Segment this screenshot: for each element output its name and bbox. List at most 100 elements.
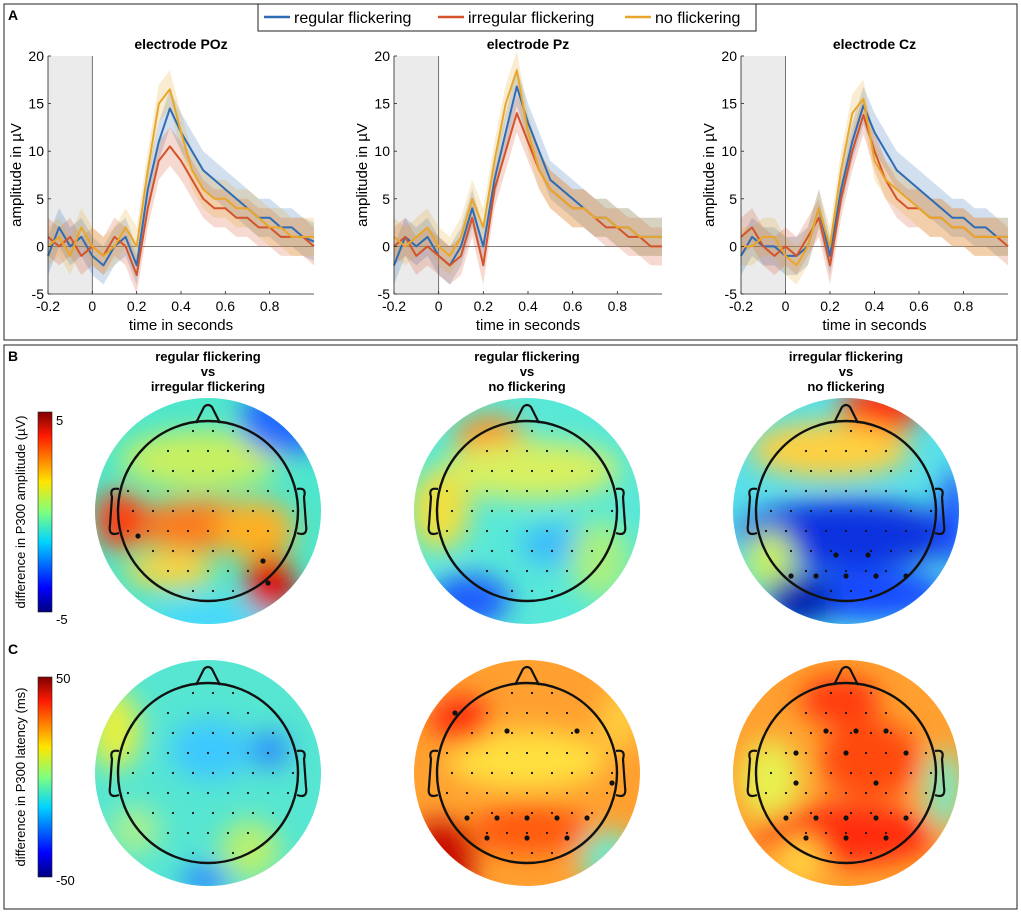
electrode-dot (829, 429, 833, 433)
electrode-dot (126, 529, 130, 533)
left-ear (427, 487, 439, 536)
significant-electrode (135, 533, 141, 539)
electrode-dot (470, 469, 474, 473)
x-axis-label: time in seconds (476, 317, 580, 334)
electrode-dot (804, 791, 808, 795)
electrode-dot (570, 811, 574, 815)
electrode-dot (470, 811, 474, 815)
nose (195, 403, 221, 424)
electrode-dot (505, 711, 509, 715)
chart-pz: -0.2 0 0.2 0.4 0.6 0.8 -5 0 5 10 15 20 electrode Pz t… (354, 36, 662, 334)
electrode-dot (271, 549, 275, 553)
electrode-dot (191, 811, 195, 815)
electrode-dot (804, 449, 808, 453)
right-ear (296, 749, 308, 798)
electrode-dot (844, 489, 848, 493)
electrode-dot (849, 771, 853, 775)
electrode-dot (525, 831, 529, 835)
electrode-dot (510, 469, 514, 473)
electrode-dot (809, 771, 813, 775)
electrode-dot (904, 489, 908, 493)
chart-cz: -0.2 0 0.2 0.4 0.6 0.8 -5 0 5 10 15 20 electrode Cz t… (701, 36, 1009, 334)
x-tick-label: 0.4 (518, 298, 538, 314)
x-tick-label: 0.2 (127, 298, 147, 314)
head-3 (746, 403, 946, 603)
topomap-c3 (733, 660, 959, 886)
series-line-2 (393, 69, 662, 257)
electrode-dot (246, 831, 250, 835)
x-tick-label: 0.4 (865, 298, 885, 314)
chart-poz: -0.2 0 0.2 0.4 0.6 0.8 -5 0 5 10 15 20 electrode POz… (8, 36, 315, 334)
x-tick-label: 0 (435, 298, 443, 314)
electrode-dot (884, 449, 888, 453)
electrode-dot (530, 811, 534, 815)
electrode-dot (829, 771, 833, 775)
electrode-dot (864, 751, 868, 755)
electrode-dot (271, 509, 275, 513)
y-tick-label: 5 (729, 191, 737, 207)
electrode-dot (864, 711, 868, 715)
right-ear (615, 487, 627, 536)
nose (514, 403, 540, 424)
electrode-dot (545, 791, 549, 795)
significant-electrode (823, 728, 829, 734)
topomap-b2 (414, 398, 640, 624)
electrode-dot (171, 771, 175, 775)
colorbar-latency-min: -50 (56, 873, 75, 888)
topo-title-3-line1: irregular flickering (789, 349, 903, 364)
nose (514, 665, 540, 686)
colorbar-latency-label: difference in P300 latency (ms) (13, 688, 28, 867)
significant-electrode (843, 750, 849, 756)
x-tick-label: 0.6 (563, 298, 583, 314)
electrode-dot (465, 751, 469, 755)
topo-title-3: irregular flickering vs no flickering (789, 349, 903, 394)
electrode-dot (844, 711, 848, 715)
electrode-dot (226, 831, 230, 835)
electrode-dot (525, 791, 529, 795)
electrode-dot (849, 731, 853, 735)
head-1 (108, 403, 308, 603)
electrode-dot (171, 469, 175, 473)
electrode-dot (246, 529, 250, 533)
electrode-dot (206, 751, 210, 755)
series-band-2 (741, 79, 1008, 285)
significant-electrode (853, 728, 859, 734)
electrode-dot (909, 731, 913, 735)
electrode-dot (929, 509, 933, 513)
electrode-dot (146, 791, 150, 795)
electrode-dot (186, 831, 190, 835)
electrode-dot (545, 489, 549, 493)
electrode-dot (470, 771, 474, 775)
electrode-dot (465, 791, 469, 795)
right-ear (615, 749, 627, 798)
significant-electrode (873, 573, 879, 579)
electrode-dot (764, 529, 768, 533)
left-ear (108, 487, 120, 536)
legend-label-irregular: irregular flickering (468, 10, 594, 27)
electrode-dot (151, 469, 155, 473)
electrode-dot (909, 811, 913, 815)
electrode-dot (171, 549, 175, 553)
electrode-dot (590, 811, 594, 815)
electrode-dot (789, 771, 793, 775)
scalp-circle (435, 419, 619, 603)
chart-title: electrode POz (134, 36, 227, 52)
colorbar-amplitude-bar (37, 411, 53, 613)
electrode-dot (784, 489, 788, 493)
electrode-dot (924, 489, 928, 493)
y-tick-label: 10 (721, 143, 737, 159)
electrode-dot (131, 509, 135, 513)
electrode-dot (570, 549, 574, 553)
electrode-dot (211, 691, 215, 695)
legend: regular flickering irregular flickering … (257, 3, 757, 32)
electrode-dot (445, 791, 449, 795)
electrode-dot (550, 509, 554, 513)
electrode-dot (610, 509, 614, 513)
nose (195, 665, 221, 686)
electrode-dot (849, 429, 853, 433)
series-band-0 (48, 89, 314, 285)
electrode-dot (605, 751, 609, 755)
significant-electrode (873, 780, 879, 786)
electrode-dot (166, 529, 170, 533)
legend-box (257, 3, 757, 32)
